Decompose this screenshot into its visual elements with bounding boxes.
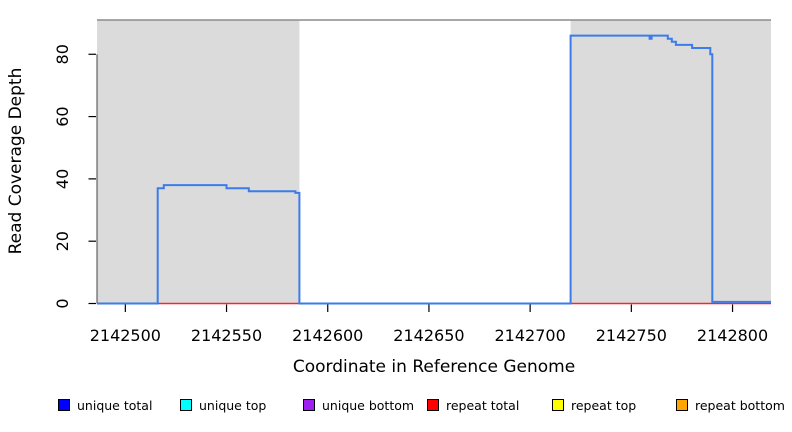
y-tick-label: 20 (53, 231, 72, 251)
x-tick-label: 2142800 (697, 326, 768, 345)
x-tick-label: 2142650 (393, 326, 464, 345)
x-tick-label: 2142700 (495, 326, 566, 345)
y-tick-label: 0 (53, 298, 72, 308)
x-tick-label: 2142600 (292, 326, 363, 345)
series-unique-total (97, 34, 771, 305)
x-tick-label: 2142500 (90, 326, 161, 345)
masked-region (570, 20, 771, 304)
y-tick-label: 40 (53, 169, 72, 189)
x-tick-label: 2142550 (191, 326, 262, 345)
x-axis-title: Coordinate in Reference Genome (292, 357, 576, 377)
y-axis-title: Read Coverage Depth (6, 67, 26, 255)
y-tick-label: 80 (53, 44, 72, 64)
masked-region (97, 20, 300, 304)
y-tick-label: 60 (53, 106, 72, 126)
x-tick-label: 2142750 (596, 326, 667, 345)
